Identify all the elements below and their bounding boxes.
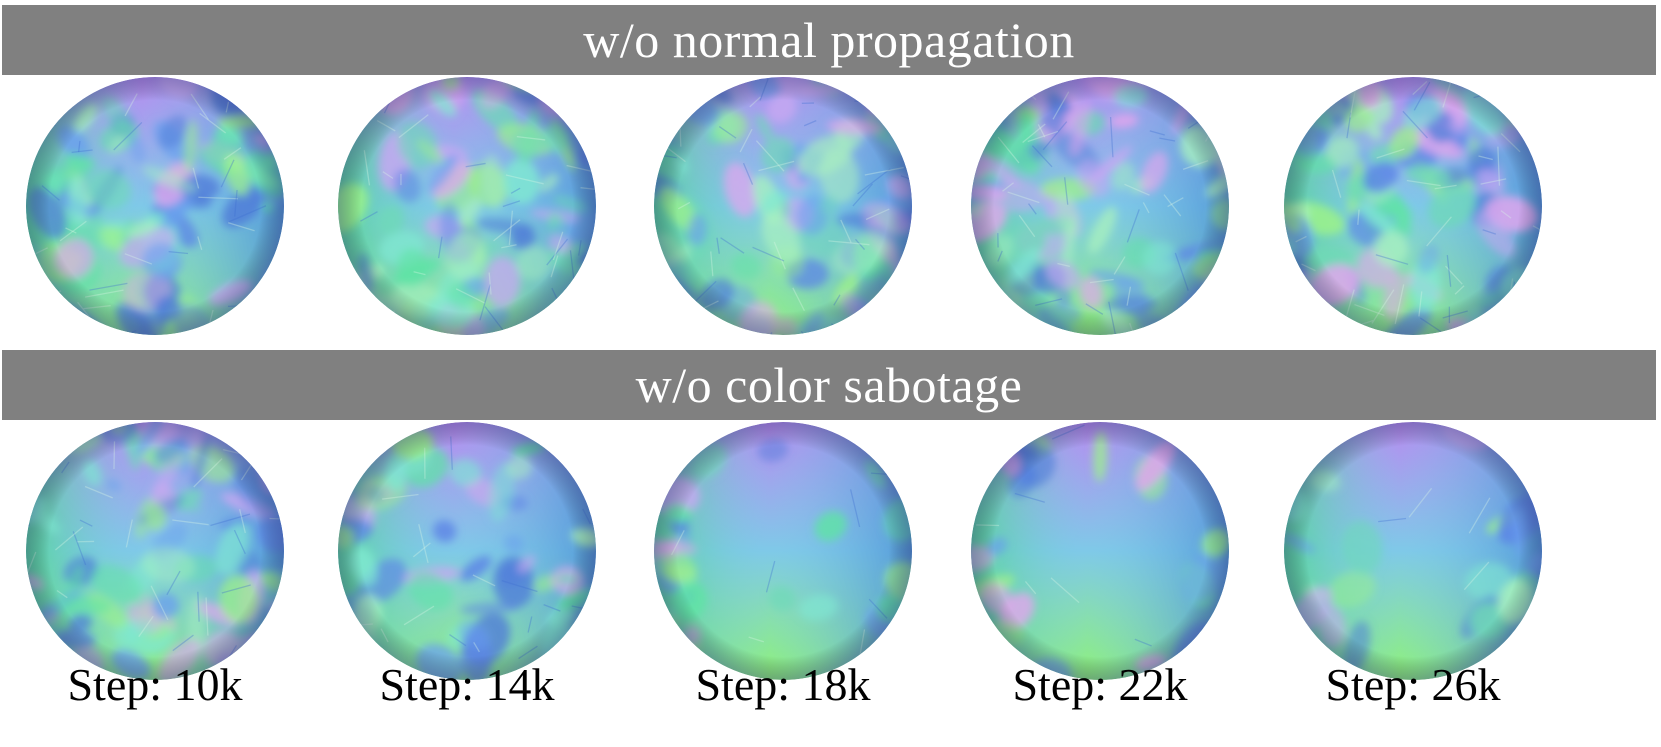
step-label-22k: Step: 22k xyxy=(1012,659,1188,710)
normal-map-shading xyxy=(971,422,1229,680)
step-label-18k: Step: 18k xyxy=(695,659,871,710)
step-label-26k: Step: 26k xyxy=(1325,659,1501,710)
normal-map-sphere-row1-col4 xyxy=(971,77,1229,335)
normal-map-sphere-row1-col2 xyxy=(338,77,596,335)
normal-map-sphere-row2-col1 xyxy=(26,422,284,680)
normal-map-sphere-row2-col5 xyxy=(1284,422,1542,680)
normal-map-sphere-row2-col3 xyxy=(654,422,912,680)
normal-map-sphere-row1-col3 xyxy=(654,77,912,335)
normal-map-shading xyxy=(971,77,1229,335)
normal-map-shading xyxy=(338,422,596,680)
normal-map-sphere-row1-col1 xyxy=(26,77,284,335)
normal-map-sphere-row2-col2 xyxy=(338,422,596,680)
sphere-row-no-color-sabotage xyxy=(0,420,1661,682)
step-label-10k: Step: 10k xyxy=(67,659,243,710)
normal-map-shading xyxy=(338,77,596,335)
normal-map-shading xyxy=(654,422,912,680)
row-title-no-color-sabotage: w/o color sabotage xyxy=(2,350,1656,420)
normal-map-shading xyxy=(1284,77,1542,335)
normal-map-shading xyxy=(1284,422,1542,680)
row-title-no-normal-propagation: w/o normal propagation xyxy=(2,5,1656,75)
normal-map-sphere-row2-col4 xyxy=(971,422,1229,680)
sphere-row-no-normal-propagation xyxy=(0,75,1661,337)
normal-map-sphere-row1-col5 xyxy=(1284,77,1542,335)
step-label-14k: Step: 14k xyxy=(379,659,555,710)
normal-map-shading xyxy=(26,77,284,335)
normal-map-shading xyxy=(654,77,912,335)
normal-map-shading xyxy=(26,422,284,680)
